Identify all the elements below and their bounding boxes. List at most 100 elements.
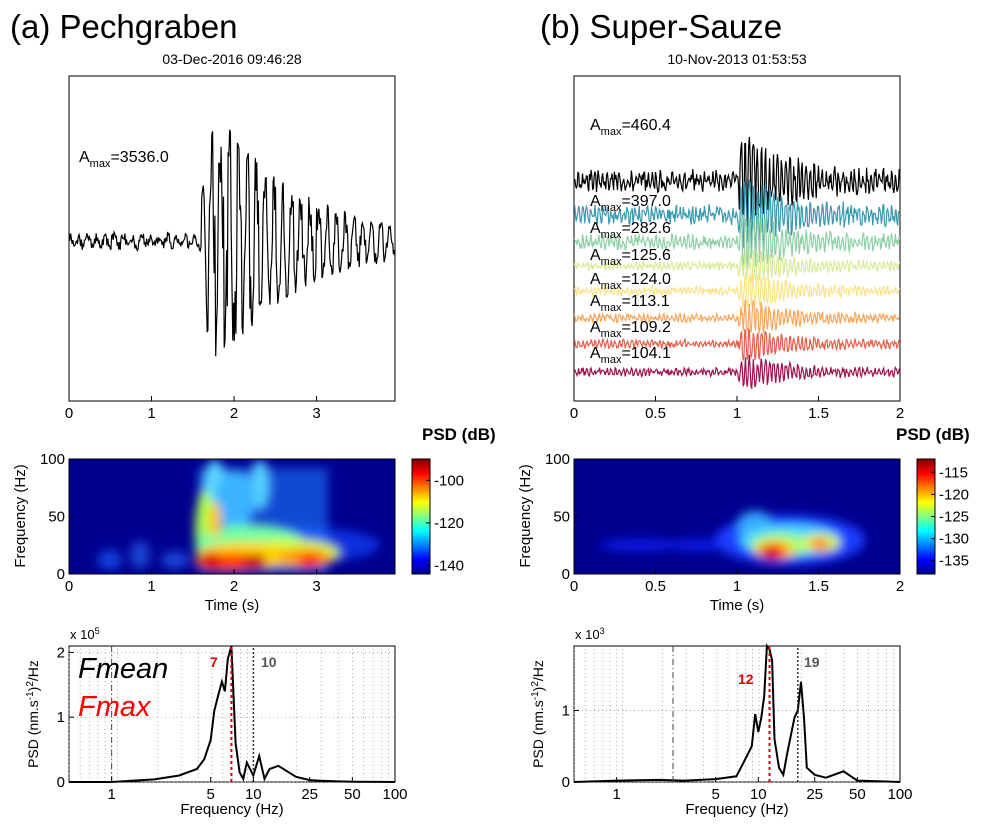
x-tick-label: 50 <box>849 786 866 803</box>
spectrogram-a-yticks: 0 50 100 <box>40 451 74 583</box>
panel-a-datetime: 03-Dec-2016 09:46:28 <box>162 51 302 67</box>
spectrum-b-xlabel: Frequency (Hz) <box>685 801 788 818</box>
x-tick-label: 2 <box>230 405 238 422</box>
y-tick-label: 100 <box>40 451 65 468</box>
x-tick-label: 0.5 <box>645 405 666 422</box>
amax-label: Amax=109.2 <box>590 319 671 340</box>
x-tick-label: 0 <box>570 405 578 422</box>
x-tick-label: 1 <box>733 405 741 422</box>
colorbar-tick-label: -125 <box>939 509 969 526</box>
spectrum-a-fmean-label: 10 <box>261 654 277 670</box>
spectrum-a-curve <box>69 645 396 783</box>
x-tick-label: 1 <box>612 786 620 803</box>
spectrogram-a-xlabel: Time (s) <box>205 597 259 614</box>
waveform-trace <box>574 299 900 334</box>
waveform-b-amax-labels: Amax=460.4 Amax=397.0 Amax=282.6 Amax=125.6… <box>590 117 671 366</box>
spectrum-b-exponent: x 103 <box>575 626 605 642</box>
colorbar-b-label: PSD (dB) <box>896 425 970 444</box>
amax-label: Amax=124.0 <box>590 271 671 292</box>
x-tick-label: 50 <box>344 786 361 803</box>
x-tick-label: 5 <box>207 786 215 803</box>
x-tick-label: 2 <box>230 578 238 595</box>
amax-label: Amax=397.0 <box>590 193 671 214</box>
spectrum-line <box>69 645 396 783</box>
panel-a-title: (a) Pechgraben <box>10 8 237 45</box>
spectrum-b-ylabel: PSD (nm.s-1)2/Hz <box>530 660 546 768</box>
spectrum-a-fmax-label: 7 <box>210 654 218 670</box>
waveform-trace <box>574 216 900 273</box>
x-tick-label: 100 <box>887 786 912 803</box>
x-tick-label: 100 <box>382 786 407 803</box>
spectrogram-b-xticks: 0 0.5 1 1.5 2 <box>570 569 904 595</box>
waveform-b-xticks: 0 0.5 1 1.5 2 <box>570 396 904 422</box>
x-tick-label: 1 <box>107 786 115 803</box>
y-tick-label: 0 <box>562 774 570 791</box>
x-tick-label: 0 <box>570 578 578 595</box>
spectrogram-b-yticks: 0 50 100 <box>545 451 579 583</box>
x-tick-label: 0.5 <box>645 578 666 595</box>
x-tick-label: 10 <box>750 786 767 803</box>
colorbar-a <box>411 458 431 575</box>
waveform-trace <box>574 179 900 253</box>
amax-label: Amax=113.1 <box>590 293 670 314</box>
panel-b-title: (b) Super-Sauze <box>540 8 782 45</box>
spectrum-line <box>573 643 901 783</box>
colorbar-tick-label: -115 <box>939 464 968 481</box>
spectrum-b-xticks: 1 5 10 25 50 100 <box>612 777 913 803</box>
amax-label: Amax=460.4 <box>590 117 671 138</box>
y-tick-label: 0 <box>57 566 65 583</box>
y-tick-label: 100 <box>545 451 570 468</box>
spectrum-a-yticks: 0 1 2 <box>57 644 74 791</box>
x-tick-label: 3 <box>312 578 320 595</box>
panel-b-datetime: 10-Nov-2013 01:53:53 <box>667 51 807 67</box>
spectrum-b-fmax-label: 12 <box>738 671 754 687</box>
spectrogram-b-image <box>574 459 900 574</box>
amax-label: Amax=125.6 <box>590 247 671 268</box>
spectrogram-a-ylabel: Frequency (Hz) <box>12 464 29 567</box>
waveform-a-xticks: 0 1 2 3 <box>65 396 321 422</box>
amax-label: Amax=104.1 <box>590 345 671 366</box>
spectrogram-b-xlabel: Time (s) <box>710 597 764 614</box>
waveform-a-traces <box>69 129 395 357</box>
spectrogram-a-image <box>69 459 395 574</box>
colorbar-b-ticks: -115 -120 -125 -130 -135 <box>931 464 969 570</box>
y-tick-label: 0 <box>57 774 65 791</box>
colorbar-a-label: PSD (dB) <box>422 425 496 444</box>
x-tick-label: 2 <box>896 578 904 595</box>
y-tick-label: 50 <box>48 509 65 526</box>
x-tick-label: 1 <box>147 405 155 422</box>
waveform-trace <box>574 272 900 309</box>
colorbar-tick-label: -130 <box>939 531 969 548</box>
colorbar-tick-label: -120 <box>434 515 464 532</box>
spectrum-b-curve <box>573 643 901 783</box>
legend-fmean: Fmean <box>78 653 168 685</box>
waveform-b-traces <box>574 136 900 391</box>
spectrum-a-xlabel: Frequency (Hz) <box>180 801 283 818</box>
waveform-trace <box>69 129 395 357</box>
waveform-trace <box>574 249 900 283</box>
x-tick-label: 1.5 <box>808 405 829 422</box>
spectrum-b-fmean-label: 19 <box>804 654 820 670</box>
spectrum-a-xticks: 1 5 10 25 50 100 <box>107 777 408 803</box>
y-tick-label: 50 <box>553 509 570 526</box>
colorbar-tick-label: -135 <box>939 553 969 570</box>
x-tick-label: 5 <box>712 786 720 803</box>
spectrum-b-yticks: 01 <box>562 702 579 791</box>
x-tick-label: 10 <box>245 786 262 803</box>
y-tick-label: 1 <box>57 709 65 726</box>
y-tick-label: 2 <box>57 644 65 661</box>
waveform-a-amax-label: Amax=3536.0 <box>79 149 169 170</box>
x-tick-label: 2 <box>896 405 904 422</box>
spectrum-b-grid <box>573 646 900 783</box>
x-tick-label: 25 <box>806 786 823 803</box>
colorbar-tick-label: -140 <box>434 557 464 574</box>
waveform-trace <box>574 136 900 227</box>
amax-label: Amax=282.6 <box>590 220 671 241</box>
x-tick-label: 0 <box>65 578 73 595</box>
x-tick-label: 1.5 <box>808 578 829 595</box>
waveform-trace <box>574 327 900 361</box>
spectrogram-b-ylabel: Frequency (Hz) <box>517 464 534 567</box>
spectrum-a-ylabel: PSD (nm.s-1)2/Hz <box>25 660 41 768</box>
colorbar-tick-label: -120 <box>939 486 969 503</box>
